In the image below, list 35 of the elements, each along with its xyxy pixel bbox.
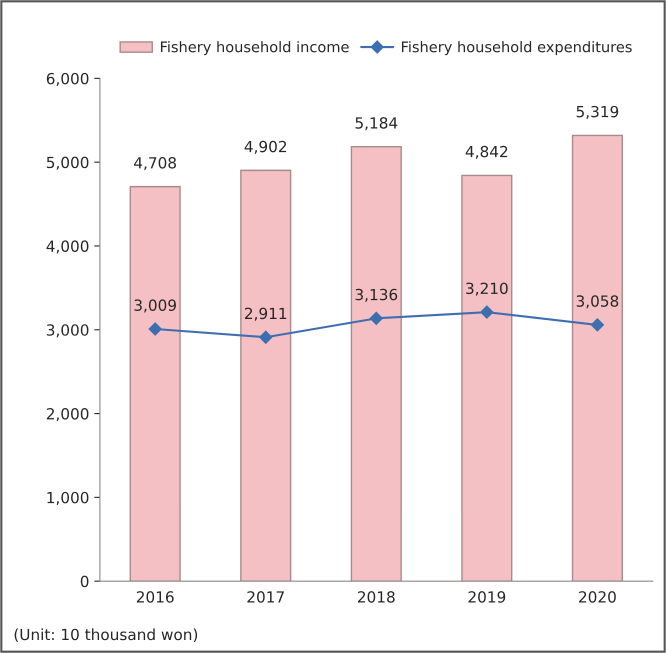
- y-tick-label: 6,000: [46, 72, 88, 86]
- legend-label: Fishery household expenditures: [402, 41, 632, 56]
- data-label: 3,009: [134, 299, 176, 313]
- bar: [350, 146, 402, 582]
- legend-label: Fishery household income: [160, 41, 349, 56]
- point: [148, 322, 162, 336]
- bar: [130, 186, 181, 582]
- y-tick-label: 2,000: [46, 408, 88, 422]
- y-tick-label: 1,000: [47, 492, 88, 505]
- data-label: 4,708: [134, 157, 176, 170]
- x-tick-label: 2019: [468, 591, 506, 603]
- bar: [572, 134, 623, 582]
- point: [480, 306, 494, 319]
- x-tick-label: 2018: [358, 591, 395, 603]
- data-label: 3,058: [576, 295, 618, 308]
- data-label: 5,319: [576, 106, 618, 119]
- point: [370, 312, 383, 325]
- y-tick-label: 4,000: [46, 240, 88, 254]
- y-tick-label: 3,000: [46, 324, 88, 338]
- text: (Unit: 10 thousand won): [14, 628, 198, 642]
- data-label: 5,184: [356, 117, 398, 130]
- data-label: 3,210: [466, 282, 508, 296]
- point: [259, 330, 272, 344]
- data-label: 3,136: [356, 288, 398, 302]
- bar: [240, 170, 292, 582]
- data-label: 4,902: [244, 140, 286, 154]
- data-label: 2,911: [244, 308, 286, 321]
- y-tick-label: 0: [80, 576, 88, 588]
- x-tick-label: 2017: [247, 591, 284, 603]
- bar: [461, 174, 512, 582]
- x-tick-label: 2016: [136, 591, 174, 603]
- y-tick-label: 5,000: [46, 156, 88, 170]
- x-tick-label: 2020: [579, 591, 616, 603]
- data-label: 4,842: [466, 146, 508, 159]
- point: [590, 318, 604, 332]
